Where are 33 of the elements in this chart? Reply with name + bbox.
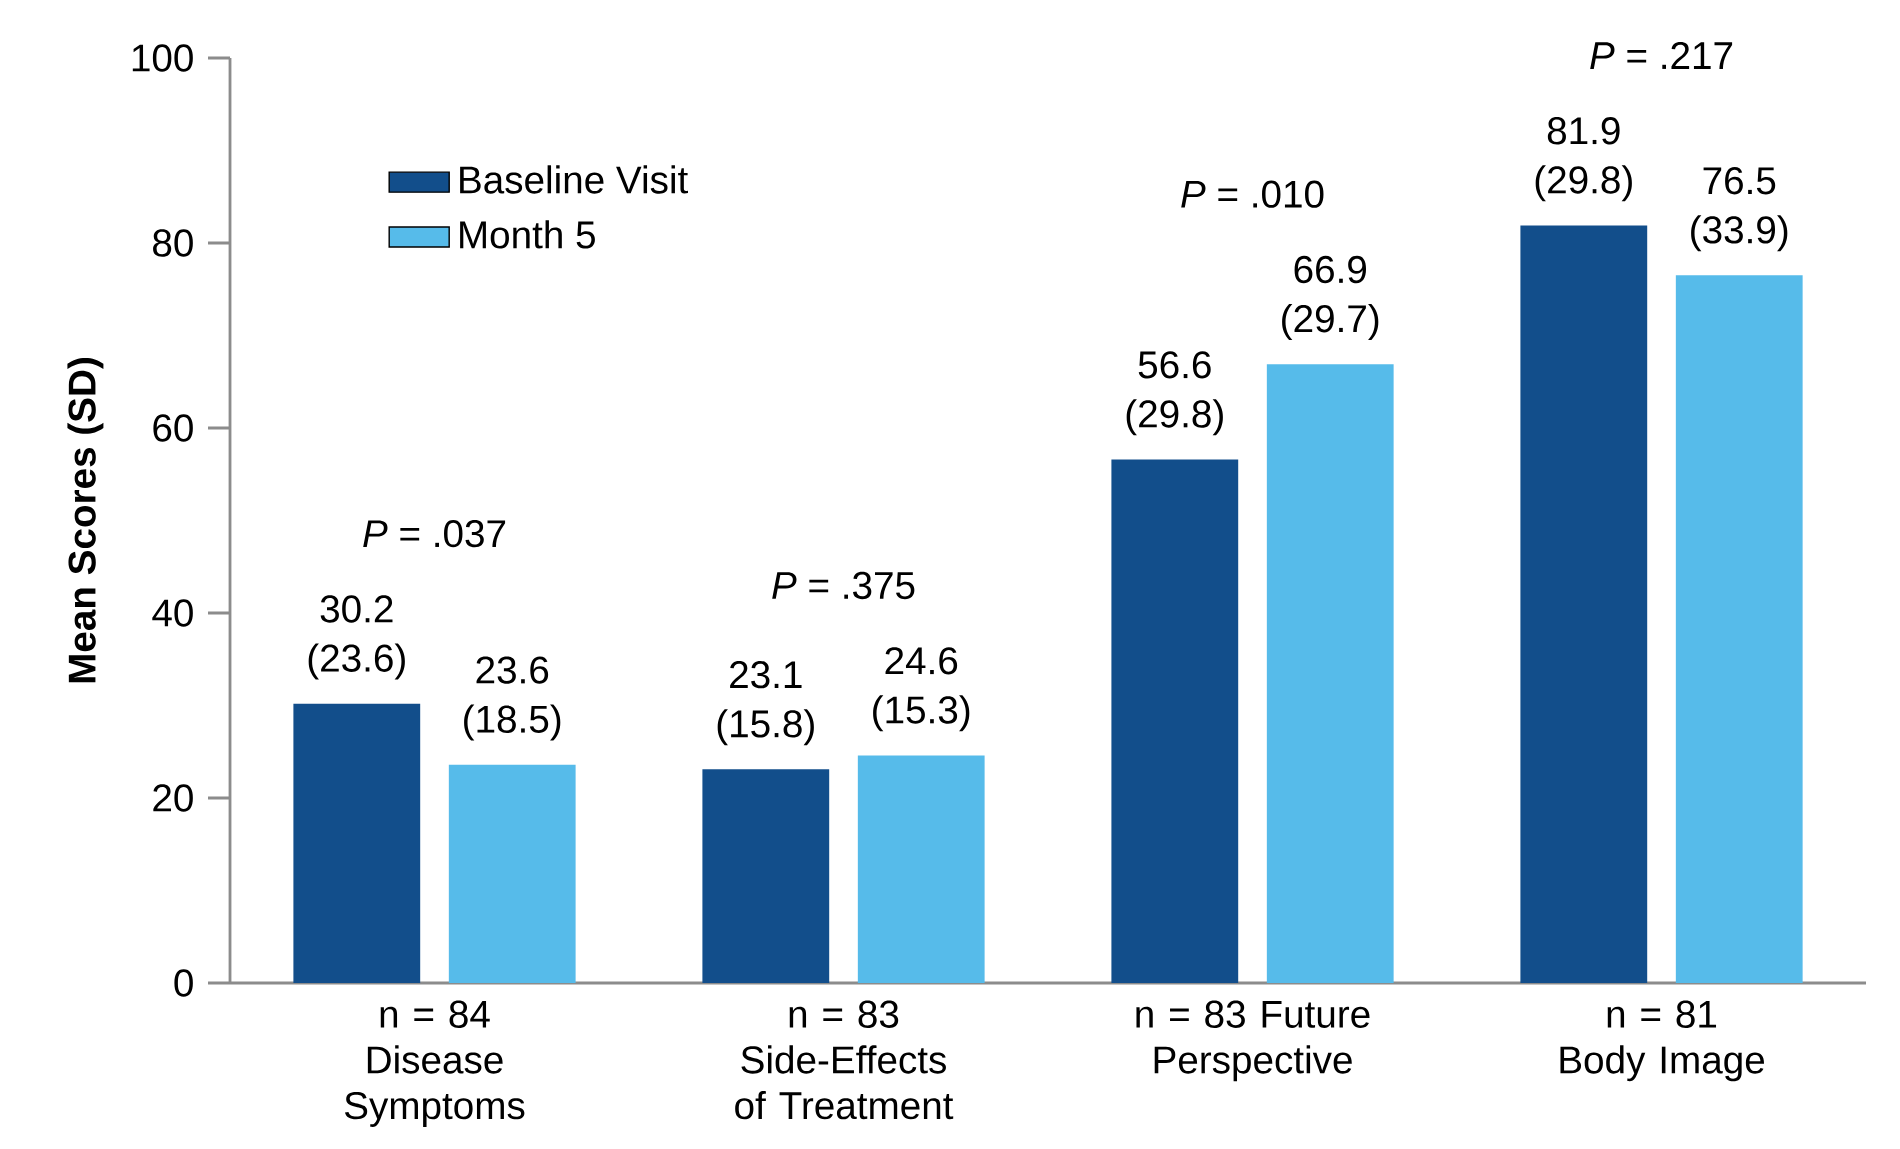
annotation: P = .217 [1590, 41, 1733, 69]
data-label: 23.6 (18.5) [464, 656, 561, 741]
data-label: 30.2 (23.6) [308, 595, 405, 680]
annotation: P = .010 [1181, 180, 1324, 208]
bar [1111, 459, 1239, 983]
legend-label: Month 5 [460, 220, 595, 249]
bar [448, 764, 576, 983]
data-label: 24.6 (15.3) [873, 647, 970, 732]
y-tick-label: 40 [152, 599, 193, 627]
x-tick-label: n = 83 Side-Effects of Treatment [735, 1000, 954, 1120]
bar [702, 769, 830, 983]
y-tick-label: 60 [153, 414, 193, 442]
x-tick-label: n = 84 Disease Symptoms [344, 1000, 525, 1127]
bar [293, 703, 421, 983]
y-tick-label: 0 [174, 969, 193, 997]
x-tick-label: n = 83 Future Perspective [1136, 1000, 1370, 1082]
bar [857, 755, 985, 983]
legend-label: Baseline Visit [460, 165, 688, 194]
y-axis-title: Mean Scores (SD) [67, 358, 104, 683]
bar [1675, 275, 1803, 983]
data-label: 76.5 (33.9) [1691, 167, 1788, 252]
data-label: 81.9 (29.8) [1535, 117, 1632, 202]
data-label: 23.1 (15.8) [717, 661, 814, 746]
annotation: P = .375 [772, 571, 915, 600]
data-label: 56.6 (29.8) [1126, 351, 1223, 436]
bar [1520, 225, 1648, 983]
y-tick-label: 100 [132, 44, 193, 72]
bar [1266, 364, 1394, 983]
y-tick-label: 80 [153, 229, 193, 257]
data-label: 66.9 (29.7) [1282, 255, 1379, 341]
y-tick-label: 20 [153, 784, 193, 812]
x-tick-label: n = 81 Body Image [1560, 1000, 1764, 1082]
annotation: P = .037 [363, 520, 506, 548]
